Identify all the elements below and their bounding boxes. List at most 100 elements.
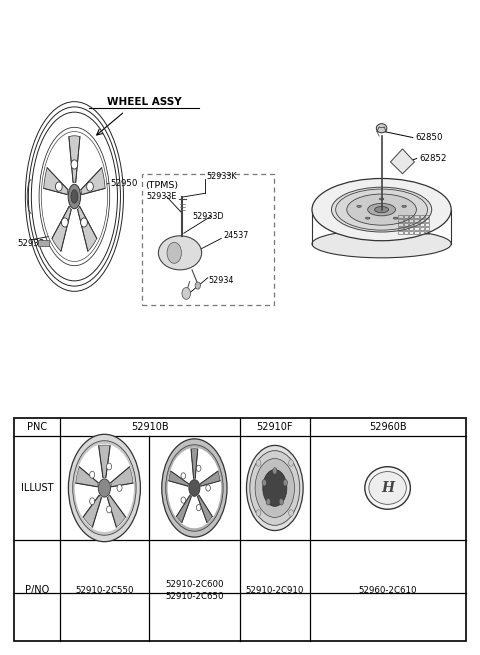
Bar [414, 215, 419, 218]
Text: 52933: 52933 [17, 239, 45, 248]
Text: 62850: 62850 [415, 133, 443, 142]
Circle shape [256, 510, 261, 516]
Bar [420, 231, 424, 234]
Text: 52910-2C910: 52910-2C910 [246, 586, 304, 595]
Text: ILLUST: ILLUST [21, 483, 53, 493]
Text: (TPMS): (TPMS) [145, 181, 179, 191]
Text: H: H [381, 481, 394, 495]
Bar [425, 227, 430, 230]
Ellipse shape [379, 198, 384, 200]
Text: 52910-2C550: 52910-2C550 [75, 586, 133, 595]
Ellipse shape [168, 448, 221, 528]
Polygon shape [76, 467, 98, 487]
Text: 52933K: 52933K [206, 172, 237, 181]
Text: P/NO: P/NO [25, 586, 49, 595]
Ellipse shape [376, 124, 387, 133]
Ellipse shape [365, 217, 370, 219]
Circle shape [107, 506, 111, 513]
Bar [409, 219, 413, 222]
Circle shape [196, 465, 201, 472]
Bar [425, 223, 430, 226]
Circle shape [181, 497, 186, 503]
Ellipse shape [250, 451, 300, 525]
Circle shape [182, 288, 191, 299]
Polygon shape [81, 168, 105, 195]
Text: 52960-2C610: 52960-2C610 [359, 586, 417, 595]
Ellipse shape [336, 189, 428, 230]
Ellipse shape [263, 470, 287, 506]
Polygon shape [44, 168, 68, 195]
Polygon shape [200, 471, 220, 486]
Circle shape [81, 218, 87, 227]
Circle shape [288, 460, 293, 466]
Bar [14, 418, 466, 641]
Circle shape [56, 182, 62, 191]
Bar [38, 240, 48, 246]
Circle shape [206, 485, 210, 491]
Circle shape [90, 498, 95, 504]
Polygon shape [78, 206, 97, 252]
Polygon shape [52, 206, 71, 252]
Bar [404, 223, 408, 226]
Circle shape [107, 463, 111, 470]
Text: 52950: 52950 [110, 179, 138, 188]
Ellipse shape [195, 282, 200, 290]
Ellipse shape [247, 445, 303, 531]
Ellipse shape [332, 187, 432, 232]
Ellipse shape [98, 479, 110, 497]
Bar [404, 219, 408, 222]
Bar [420, 227, 424, 230]
Circle shape [86, 182, 93, 191]
Polygon shape [391, 149, 415, 174]
Ellipse shape [375, 206, 389, 213]
Polygon shape [111, 467, 133, 487]
Ellipse shape [347, 194, 417, 225]
Ellipse shape [266, 498, 270, 505]
Ellipse shape [166, 445, 223, 531]
Ellipse shape [255, 458, 295, 517]
Text: WHEEL ASSY: WHEEL ASSY [107, 96, 181, 107]
Bar [414, 227, 419, 230]
Circle shape [256, 460, 261, 466]
Ellipse shape [402, 205, 407, 208]
Ellipse shape [312, 178, 451, 240]
Circle shape [196, 504, 201, 511]
Text: 62852: 62852 [419, 154, 446, 163]
Circle shape [181, 473, 186, 479]
Ellipse shape [365, 466, 410, 510]
Ellipse shape [73, 441, 136, 535]
Ellipse shape [357, 205, 361, 208]
Polygon shape [69, 136, 80, 182]
Bar [404, 231, 408, 234]
Ellipse shape [369, 472, 407, 504]
Bar [414, 223, 419, 226]
Bar [409, 223, 413, 226]
Bar [420, 223, 424, 226]
Ellipse shape [368, 203, 396, 216]
Polygon shape [108, 495, 126, 527]
Bar [420, 215, 424, 218]
Bar [398, 215, 403, 218]
Ellipse shape [162, 439, 227, 537]
Ellipse shape [75, 444, 134, 532]
Bar [420, 219, 424, 222]
Ellipse shape [312, 230, 451, 258]
Bar [398, 223, 403, 226]
Bar [425, 215, 430, 218]
Text: 52933D: 52933D [192, 212, 224, 221]
Ellipse shape [71, 190, 78, 203]
Bar [398, 219, 403, 222]
Text: 52910B: 52910B [131, 422, 169, 432]
Circle shape [117, 485, 122, 491]
Bar [398, 227, 403, 230]
Bar [425, 219, 430, 222]
Text: 52960B: 52960B [369, 422, 407, 432]
Ellipse shape [158, 236, 202, 270]
Circle shape [90, 472, 95, 478]
Text: PNC: PNC [27, 422, 47, 432]
Bar [404, 227, 408, 230]
Text: 52910F: 52910F [256, 422, 293, 432]
Polygon shape [169, 471, 189, 486]
Bar [398, 231, 403, 234]
Bar [409, 227, 413, 230]
